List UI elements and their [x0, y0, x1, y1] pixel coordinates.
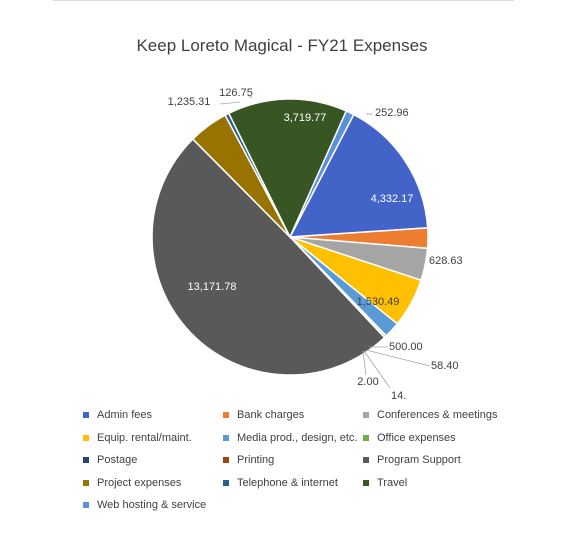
legend-item: Web hosting & service [83, 499, 206, 511]
legend-item: Conferences & meetings [363, 409, 497, 421]
legend-item: Admin fees [83, 409, 152, 421]
data-label: 628.63 [429, 255, 463, 267]
leader-line [363, 350, 391, 389]
legend-label: Program Support [377, 454, 461, 466]
data-label: 252.96 [375, 107, 409, 119]
legend-swatch [83, 434, 89, 441]
legend-swatch [363, 434, 369, 441]
data-labels: 4,332.17 628.63 1,530.49 500.00 58.40 14.55 2.… [168, 87, 463, 400]
data-label: 3,719.77 [284, 112, 327, 124]
data-label: 13,171.78 [188, 281, 237, 293]
leader-line [219, 101, 241, 105]
data-label: 126.75 [219, 87, 253, 99]
legend-label: Office expenses [377, 431, 456, 444]
legend-item: Media prod., design, etc. [223, 432, 357, 444]
data-label: 4,332.17 [371, 193, 414, 205]
leader-lines [219, 94, 431, 389]
legend-item: Postage [83, 454, 137, 466]
legend-swatch [83, 457, 89, 463]
pie-chart: 4,332.17 628.63 1,530.49 500.00 58.40 14.55 2.… [151, 87, 463, 400]
legend-label: Web hosting & service [97, 499, 207, 511]
legend-label: Telephone & internet [237, 476, 338, 489]
leader-line [362, 350, 367, 376]
legend-label: Media prod., design, etc. [237, 431, 358, 444]
legend-label: Equip. rental/maint. [97, 431, 192, 444]
leader-line [247, 94, 253, 99]
legend-label: Project expenses [97, 476, 182, 489]
legend-swatch [363, 412, 369, 418]
legend-item: Bank charges [223, 409, 304, 421]
legend-swatch [363, 479, 369, 486]
data-label: 500.00 [389, 341, 423, 353]
legend-label: Bank charges [237, 409, 305, 421]
legend-item: Office expenses [363, 432, 456, 444]
leader-line [365, 349, 431, 367]
data-label: 1,235.31 [168, 96, 211, 108]
legend-swatch [363, 457, 369, 463]
data-label: 14.55 [391, 390, 406, 400]
legend-swatch [83, 479, 89, 486]
chart-title: Keep Loreto Magical - FY21 Expenses [136, 36, 428, 55]
pie-slices [151, 98, 429, 376]
legend-item: Project expenses [83, 477, 181, 489]
legend-item: Travel [363, 477, 407, 489]
pie-slice-admin-fees [288, 113, 429, 238]
legend-swatch [83, 412, 89, 418]
data-label: 1,530.49 [357, 296, 400, 308]
pie-slice-travel [227, 98, 348, 239]
pie-slice-web-hosting-service [289, 110, 355, 238]
legend-item: Program Support [363, 454, 461, 466]
legend-item: Telephone & internet [223, 477, 338, 489]
data-label: 58.40 [431, 360, 459, 372]
legend-swatch [223, 457, 229, 463]
legend-swatch [223, 479, 229, 486]
legend-item: Equip. rental/maint. [83, 432, 192, 444]
pie-slice-program-support [151, 137, 386, 376]
legend-swatch [83, 502, 89, 508]
legend-swatch [223, 434, 229, 441]
data-label: 2.00 [357, 376, 378, 388]
legend-label: Conferences & meetings [377, 409, 498, 421]
legend-label: Travel [377, 476, 408, 489]
legend-label: Printing [237, 454, 275, 466]
legend-item: Printing [223, 454, 274, 466]
legend-label: Admin fees [97, 409, 153, 421]
legend-swatch [223, 412, 229, 418]
legend-label: Postage [97, 454, 138, 466]
top-border-line [53, 0, 514, 1]
